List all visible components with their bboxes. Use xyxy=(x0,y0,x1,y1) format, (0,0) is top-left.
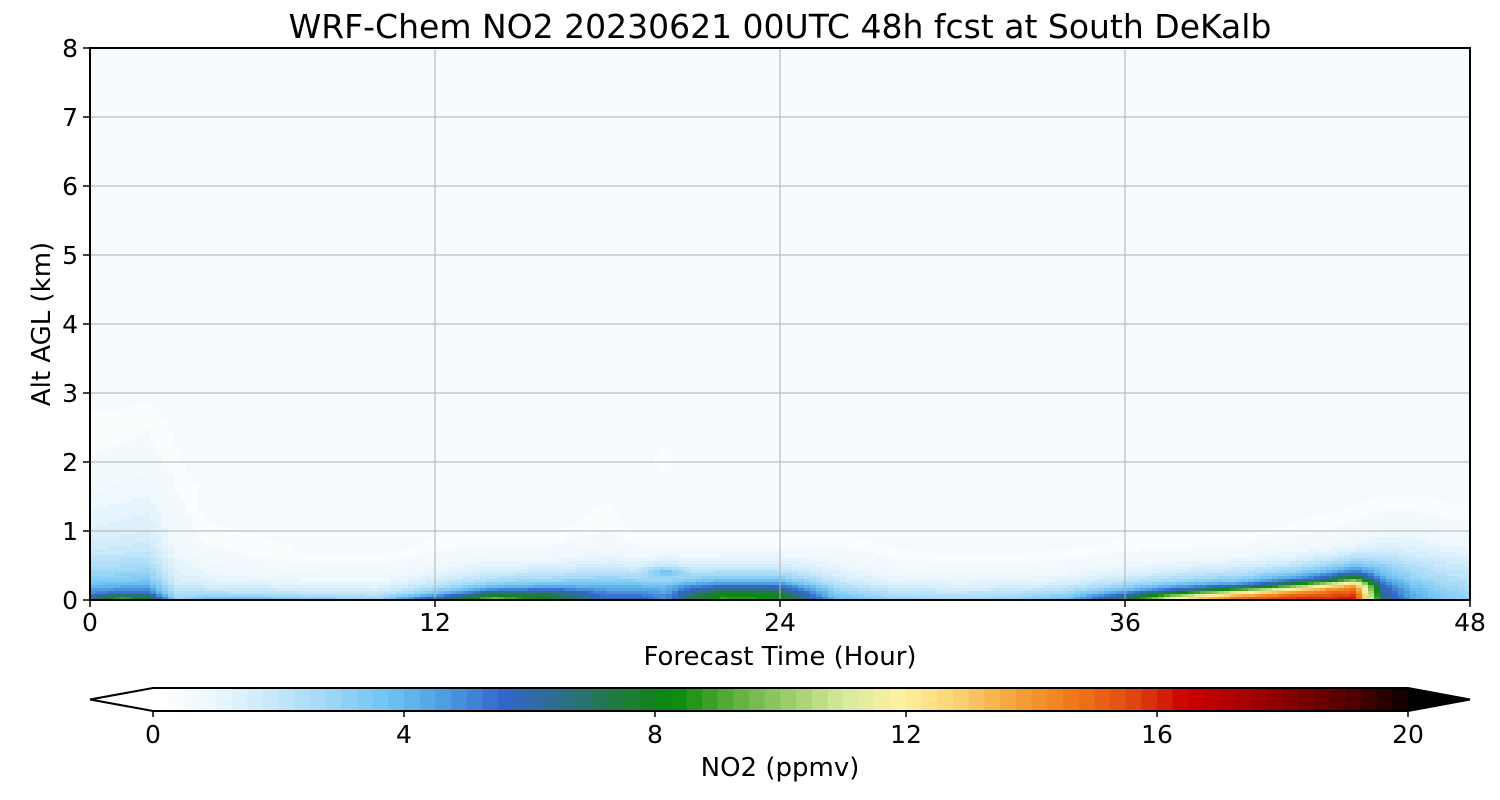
chart-title: WRF-Chem NO2 20230621 00UTC 48h fcst at … xyxy=(289,7,1272,46)
